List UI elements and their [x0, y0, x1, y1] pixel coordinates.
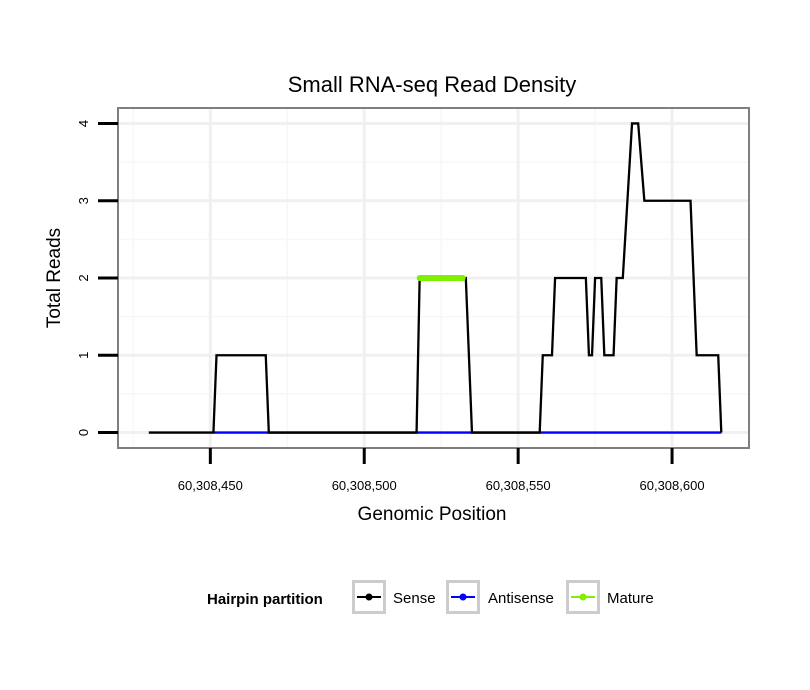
y-axis-title: Total Reads — [44, 228, 65, 328]
legend: Hairpin partition Sense Antisense Mature — [207, 580, 654, 614]
y-tick-label: 4 — [76, 120, 91, 127]
y-tick-label: 3 — [76, 197, 91, 204]
legend-point-mature — [579, 593, 587, 601]
series-sense-line — [148, 122, 723, 434]
legend-point-sense — [365, 593, 373, 601]
x-tick-label: 60,308,600 — [640, 478, 705, 493]
y-tick-label: 2 — [76, 274, 91, 281]
legend-label-antisense: Antisense — [488, 590, 554, 607]
x-tick-label: 60,308,450 — [178, 478, 243, 493]
y-tick-label: 1 — [76, 352, 91, 359]
legend-title: Hairpin partition — [207, 591, 323, 608]
x-axis-title: Genomic Position — [358, 504, 507, 525]
legend-label-sense: Sense — [393, 590, 436, 607]
x-tick-label: 60,308,550 — [486, 478, 551, 493]
legend-label-mature: Mature — [607, 590, 654, 607]
legend-point-antisense — [459, 593, 467, 601]
chart-title: Small RNA-seq Read Density — [288, 72, 577, 97]
y-tick-label: 0 — [76, 429, 91, 436]
x-tick-label: 60,308,500 — [332, 478, 397, 493]
